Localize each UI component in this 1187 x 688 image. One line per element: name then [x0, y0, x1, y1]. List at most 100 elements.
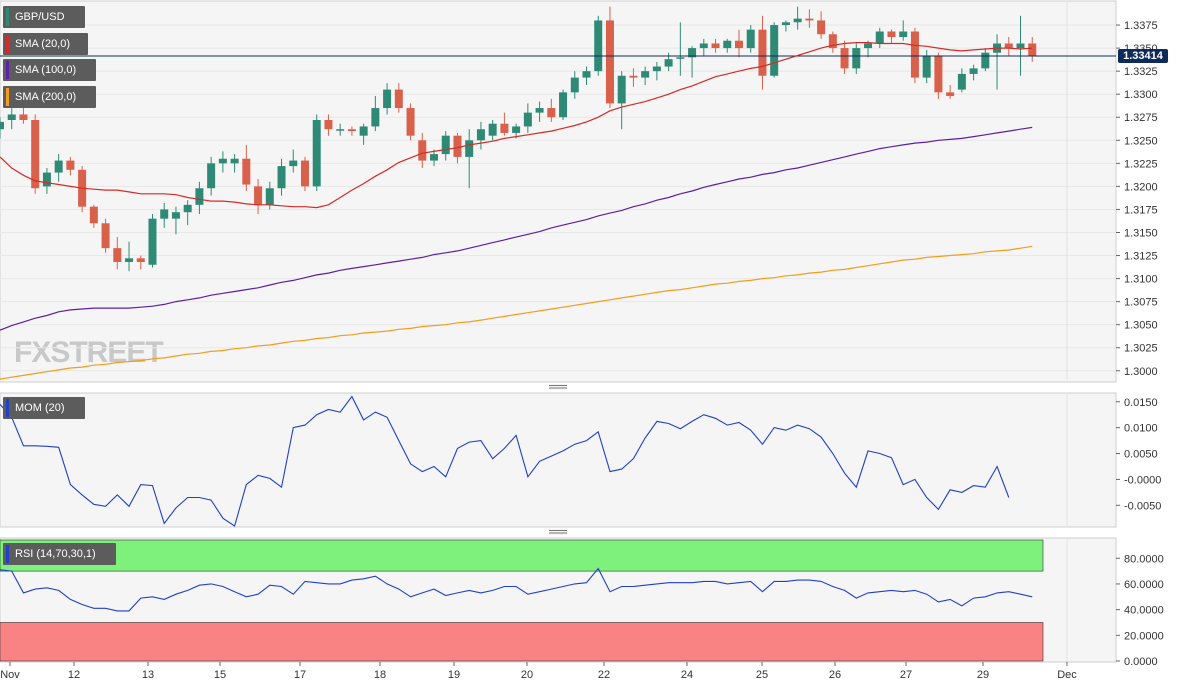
legend-sma20[interactable]: SMA (20,0) [3, 33, 88, 55]
xtick-label: 15 [214, 669, 226, 681]
legend-sma200[interactable]: SMA (200,0) [3, 86, 96, 108]
candle-body [629, 75, 638, 78]
candle-body [770, 25, 779, 76]
fxstreet-logo: FXSTREET [14, 336, 164, 369]
candle-body [934, 55, 943, 93]
candle-body [1028, 43, 1037, 57]
candle-body [664, 59, 673, 67]
candle-body [617, 75, 626, 104]
candle-body [31, 120, 40, 189]
candle-body [946, 92, 955, 97]
price-ytick-label: 1.3200 [1124, 181, 1158, 193]
price-ytick-label: 1.3250 [1124, 135, 1158, 147]
panel-resize-handle[interactable] [549, 384, 567, 390]
price-ytick-label: 1.3100 [1124, 274, 1158, 286]
candle-body [183, 204, 192, 213]
xtick-label: 25 [756, 669, 768, 681]
candle-body [42, 172, 51, 187]
candle-body [347, 129, 356, 132]
price-ytick-label: 1.3300 [1124, 89, 1158, 101]
price-ytick-label: 1.3275 [1124, 112, 1158, 124]
candle-body [383, 89, 392, 109]
candle-body [195, 188, 204, 205]
candle-body [605, 20, 614, 104]
price-ytick-label: 1.3325 [1124, 66, 1158, 78]
candle-body [19, 114, 28, 121]
candle-body [899, 31, 908, 38]
candle-body [864, 43, 873, 49]
candle-body [594, 20, 603, 72]
candle-body [535, 108, 544, 113]
mom-ytick-label: -0.0050 [1124, 500, 1161, 512]
candle-body [734, 40, 743, 49]
price-ytick-label: 1.3225 [1124, 158, 1158, 170]
rsi-overbought-zone [0, 539, 1044, 572]
rsi-ytick-label: 80.0000 [1124, 553, 1164, 565]
rsi-ytick-label: 60.0000 [1124, 579, 1164, 591]
candle-body [113, 248, 122, 262]
candle-body [136, 258, 145, 262]
candle-body [441, 135, 450, 155]
candle-body [125, 258, 134, 262]
candle-body [852, 48, 861, 69]
svg-text:FXSTREET: FXSTREET [14, 336, 163, 369]
panel-resize-handle[interactable] [549, 529, 567, 535]
mom-ytick-label: 0.0100 [1124, 423, 1158, 435]
candle-body [66, 160, 75, 170]
candle-body [688, 48, 697, 58]
mom-label: MOM (20) [15, 402, 65, 414]
rsi-ytick-label: 40.0000 [1124, 605, 1164, 617]
xtick-label: 22 [598, 669, 610, 681]
mom-panel [0, 392, 1117, 528]
candle-body [218, 158, 227, 164]
mom-line [0, 395, 1010, 527]
candle-body [230, 158, 239, 164]
price-ytick-label: 1.3150 [1124, 227, 1158, 239]
candle-body [793, 18, 802, 23]
candle-body [547, 108, 556, 118]
rsi-oversold-zone [0, 622, 1044, 662]
price-ytick-label: 1.3175 [1124, 204, 1158, 216]
candle-body [570, 77, 579, 93]
candle-body [523, 112, 532, 127]
legend-rsi[interactable]: RSI (14,70,30,1) [3, 543, 116, 565]
legend-mom[interactable]: MOM (20) [3, 397, 85, 419]
candle-body [465, 140, 474, 157]
candle-body [817, 20, 826, 35]
candle-body [160, 209, 169, 219]
candle-body [54, 160, 63, 173]
candle-body [828, 34, 837, 49]
sma200-swatch [6, 88, 9, 106]
candle-body [171, 212, 180, 219]
rsi-swatch [6, 545, 9, 563]
legend-sma100[interactable]: SMA (100,0) [3, 59, 96, 81]
candle-body [289, 160, 298, 167]
symbol-swatch [6, 8, 9, 26]
candle-body [699, 43, 708, 49]
candle-body [488, 123, 497, 136]
candle-body [254, 186, 263, 205]
sma20-label: SMA (20,0) [15, 38, 71, 50]
candle-body [324, 120, 333, 130]
candle-body [1004, 43, 1013, 49]
candle-body [207, 163, 216, 189]
sma100-line [0, 126, 1033, 331]
candle-body [723, 40, 732, 49]
price-ytick-label: 1.3125 [1124, 251, 1158, 263]
xtick-label: 13 [142, 669, 154, 681]
xtick-label: 19 [448, 669, 460, 681]
candle-body [969, 68, 978, 74]
candle-body [922, 55, 931, 78]
candle-body [406, 108, 415, 136]
candle-body [277, 166, 286, 189]
candle-body [89, 206, 98, 224]
xtick-label: 20 [521, 669, 533, 681]
candle-body [805, 18, 814, 21]
candle-body [394, 89, 403, 109]
price-ytick-label: 1.3050 [1124, 320, 1158, 332]
candle-body [875, 31, 884, 44]
candle-body [652, 66, 661, 72]
legend-symbol[interactable]: GBP/USD [3, 6, 85, 28]
xtick-label: 24 [681, 669, 693, 681]
candle-body [840, 48, 849, 69]
